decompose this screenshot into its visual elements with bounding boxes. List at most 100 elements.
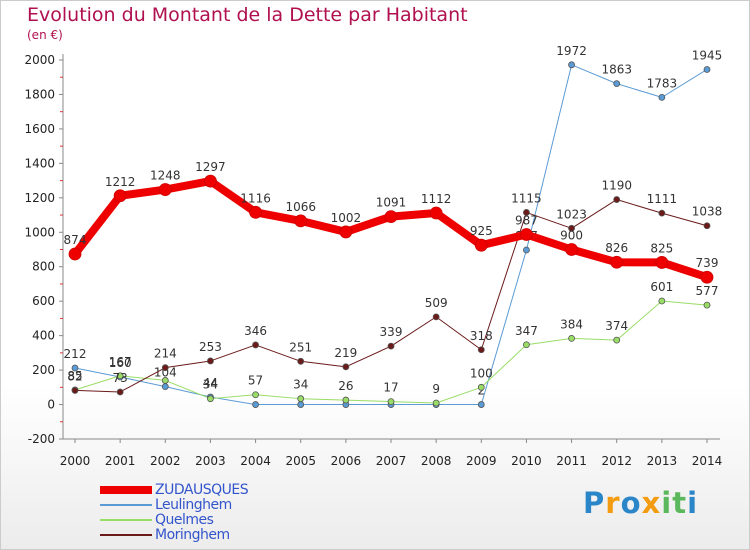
series-line-moringhem <box>74 199 708 393</box>
data-point <box>700 270 714 284</box>
data-label: 1023 <box>556 207 587 221</box>
data-point <box>207 395 214 403</box>
data-label: 34 <box>203 378 218 392</box>
legend-swatch <box>100 534 152 536</box>
x-tick-label: 2005 <box>285 454 316 468</box>
data-point <box>432 399 440 407</box>
data-label: 577 <box>696 284 719 298</box>
x-tick-label: 2013 <box>647 454 678 468</box>
data-point <box>655 256 669 269</box>
x-tick-label: 2012 <box>601 454 632 468</box>
data-point <box>613 80 621 88</box>
x-tick-label: 2007 <box>376 454 407 468</box>
data-point <box>523 209 530 216</box>
data-point <box>297 357 305 365</box>
data-point <box>161 377 169 384</box>
data-point <box>523 246 530 254</box>
legend-label: Leulinghem <box>155 497 232 513</box>
data-label: 384 <box>560 317 583 331</box>
data-label: 73 <box>113 371 128 385</box>
data-label: 339 <box>380 325 403 339</box>
data-point <box>613 196 621 203</box>
data-label: 160 <box>109 356 132 370</box>
data-point <box>568 334 575 342</box>
data-label: 1111 <box>647 192 678 206</box>
data-point <box>204 174 217 188</box>
legend-swatch <box>100 519 152 521</box>
data-label: 1783 <box>647 76 678 90</box>
x-tick-label: 2004 <box>240 454 271 468</box>
data-label: 1066 <box>285 200 316 214</box>
y-tick-label: 200 <box>32 363 55 377</box>
data-point <box>429 206 443 220</box>
data-label: 82 <box>67 369 82 383</box>
y-tick-label: 400 <box>32 329 55 343</box>
data-label: 253 <box>199 340 222 354</box>
data-label: 219 <box>334 346 357 360</box>
data-label: 85 <box>67 369 82 383</box>
data-point <box>387 342 395 350</box>
data-point <box>658 209 666 217</box>
data-point <box>252 401 259 408</box>
data-label: 1945 <box>692 48 723 62</box>
logo-letter: x <box>641 486 662 520</box>
data-label: 1863 <box>601 63 632 77</box>
data-point <box>297 401 305 408</box>
data-label: 26 <box>338 379 353 393</box>
data-label: 1038 <box>692 205 723 219</box>
data-label: 1972 <box>556 44 587 58</box>
y-tick-label: 1000 <box>24 225 55 239</box>
data-point <box>610 255 624 269</box>
x-tick-label: 2002 <box>150 454 181 468</box>
data-point <box>342 396 350 404</box>
data-point <box>297 395 305 403</box>
data-point <box>113 189 127 203</box>
data-point <box>520 228 533 241</box>
data-point <box>252 391 259 399</box>
chart-subtitle: (en €) <box>27 28 63 42</box>
y-tick-label: -200 <box>28 432 55 446</box>
logo-letter: o <box>620 486 642 520</box>
y-tick-label: 0 <box>47 398 55 412</box>
data-label: 874 <box>64 233 87 247</box>
data-label: 900 <box>560 229 583 243</box>
logo-letter: i <box>687 486 699 520</box>
data-point <box>339 225 353 239</box>
data-label: 17 <box>383 381 398 395</box>
data-point <box>568 224 575 232</box>
y-tick-label: 800 <box>32 260 55 274</box>
data-point <box>249 205 262 219</box>
data-label: 104 <box>154 366 177 380</box>
data-point <box>613 336 621 344</box>
data-label: 1116 <box>240 191 271 205</box>
data-label: 347 <box>515 324 538 338</box>
data-point <box>565 243 578 256</box>
data-label: 57 <box>248 374 263 388</box>
data-label: 167 <box>109 355 132 369</box>
data-point <box>703 222 711 230</box>
data-label: 34 <box>293 378 308 392</box>
data-point <box>116 372 124 380</box>
data-label: 826 <box>605 241 628 255</box>
data-point <box>161 383 169 391</box>
data-label: 318 <box>470 329 493 343</box>
data-label: 1248 <box>150 169 181 183</box>
data-label: 1115 <box>511 191 542 205</box>
data-point <box>71 387 79 394</box>
data-label: 1091 <box>376 196 407 210</box>
x-tick-label: 2001 <box>105 454 136 468</box>
data-label: 9 <box>432 382 440 396</box>
data-point <box>294 214 308 228</box>
data-point <box>658 93 666 101</box>
x-tick-label: 2009 <box>466 454 497 468</box>
data-point <box>477 383 485 391</box>
data-label: 925 <box>470 224 493 238</box>
x-tick-label: 2014 <box>692 454 723 468</box>
x-tick-label: 2008 <box>421 454 452 468</box>
data-label: 251 <box>289 340 312 354</box>
data-point <box>161 364 169 372</box>
data-label: 1212 <box>105 175 136 189</box>
y-tick-label: 1200 <box>24 191 55 205</box>
